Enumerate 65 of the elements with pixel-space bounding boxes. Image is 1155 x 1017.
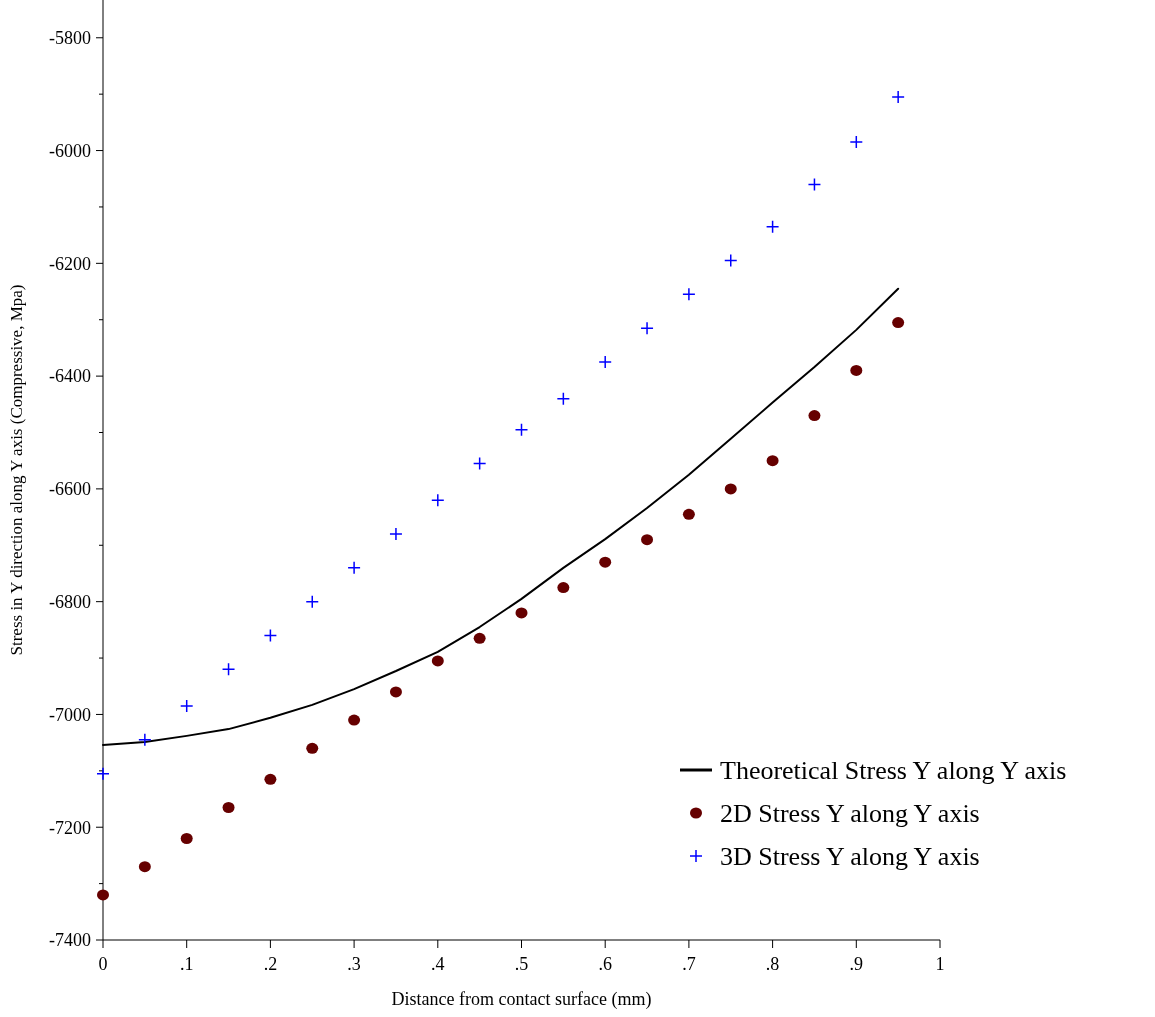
point xyxy=(807,177,822,192)
point xyxy=(724,253,738,268)
y-tick-label: -6600 xyxy=(49,479,91,500)
x-tick-label: .9 xyxy=(849,954,864,974)
point xyxy=(891,90,905,104)
x-axis-title: Distance from contact surface (mm) xyxy=(391,989,652,1010)
point xyxy=(556,391,571,406)
legend-label: 2D Stress Y along Y axis xyxy=(720,799,980,829)
point xyxy=(598,355,612,369)
point xyxy=(348,714,361,726)
point xyxy=(180,833,193,844)
y-tick-label: -5800 xyxy=(49,28,91,49)
point xyxy=(641,534,654,546)
point xyxy=(514,422,529,437)
x-tick-label: .6 xyxy=(598,954,612,974)
point xyxy=(221,662,236,677)
x-tick-label: .2 xyxy=(263,954,278,974)
y-tick-label: -6400 xyxy=(49,366,91,387)
point xyxy=(389,686,402,698)
y-tick-label: -7400 xyxy=(49,930,91,951)
point xyxy=(682,508,695,520)
point xyxy=(97,889,109,901)
x-tick-label: .3 xyxy=(347,954,361,974)
point xyxy=(850,364,863,376)
y-tick-label: -6000 xyxy=(49,140,91,161)
point xyxy=(724,483,737,495)
x-tick-label: .5 xyxy=(514,954,529,974)
y-tick-label: -6200 xyxy=(49,253,91,274)
point xyxy=(849,135,864,149)
point xyxy=(305,594,319,609)
point xyxy=(808,410,821,422)
point xyxy=(557,582,570,594)
legend-label: 3D Stress Y along Y axis xyxy=(720,842,980,872)
point xyxy=(682,287,696,302)
legend-label: Theoretical Stress Y along Y axis xyxy=(720,756,1067,786)
point xyxy=(389,527,403,541)
point xyxy=(347,561,361,575)
point xyxy=(599,556,612,568)
point xyxy=(640,321,654,335)
x-tick-label: 0 xyxy=(98,954,108,974)
point xyxy=(306,742,319,754)
y-tick-label: -7200 xyxy=(49,817,91,838)
x-tick-label: .4 xyxy=(431,954,445,974)
point xyxy=(473,632,486,644)
y-axis-title: Stress in Y direction along Y axis (Compressive, Mpa) xyxy=(7,284,26,656)
y-tick-label: -6800 xyxy=(49,591,91,612)
point xyxy=(766,455,779,467)
point xyxy=(892,317,905,329)
point xyxy=(264,773,277,785)
point xyxy=(431,655,444,667)
point xyxy=(472,456,487,471)
point xyxy=(138,861,151,873)
point xyxy=(515,607,528,619)
point xyxy=(222,801,235,813)
point xyxy=(765,219,780,234)
point xyxy=(263,628,278,643)
point xyxy=(96,766,110,781)
x-tick-label: 1 xyxy=(935,954,945,974)
point xyxy=(179,699,194,713)
point xyxy=(138,733,152,747)
x-tick-label: .7 xyxy=(682,954,696,974)
y-tick-label: -7000 xyxy=(49,704,91,725)
point xyxy=(431,493,445,507)
x-tick-label: .8 xyxy=(765,954,780,974)
x-tick-label: .1 xyxy=(179,954,194,974)
